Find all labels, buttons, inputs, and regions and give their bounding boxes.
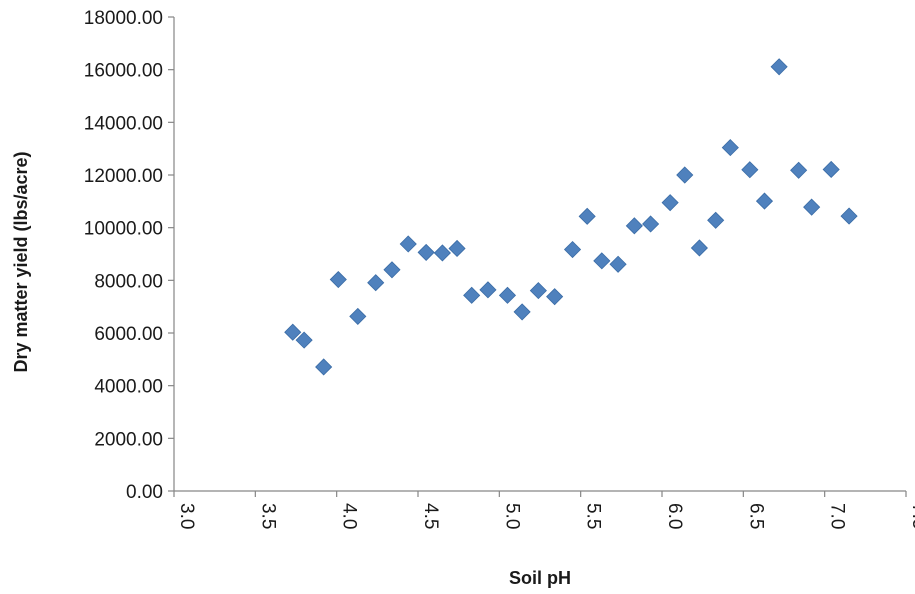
data-point	[690, 239, 708, 257]
x-tick-label: 4.5	[420, 503, 441, 529]
data-point	[498, 286, 517, 304]
data-point	[790, 161, 808, 179]
x-tick-label: 3.0	[176, 503, 197, 529]
y-tick-label: 8000.00	[94, 271, 163, 292]
data-point	[399, 235, 417, 253]
x-axis-title: Soil pH	[509, 568, 571, 588]
y-tick-label: 18000.00	[84, 8, 163, 29]
y-tick-label: 14000.00	[84, 113, 163, 134]
data-point	[383, 261, 401, 279]
data-point	[315, 358, 333, 376]
y-tick-label: 12000.00	[84, 166, 163, 187]
x-tick-label: 4.0	[339, 503, 360, 529]
data-point	[676, 166, 694, 184]
x-tick-label: 6.5	[745, 503, 766, 529]
data-point	[770, 58, 788, 76]
data-point	[625, 217, 643, 235]
data-point	[529, 282, 547, 300]
y-tick-label: 4000.00	[94, 377, 163, 398]
data-point	[661, 194, 679, 212]
data-point	[284, 323, 302, 341]
x-tick-label: 3.5	[257, 503, 278, 529]
x-tick-label: 5.0	[501, 503, 522, 529]
data-point	[803, 198, 821, 216]
y-tick-label: 2000.00	[94, 429, 163, 450]
data-point	[513, 303, 531, 321]
data-point	[707, 211, 725, 229]
data-point	[295, 331, 313, 349]
data-point	[822, 160, 840, 179]
y-tick-label: 16000.00	[84, 61, 163, 82]
data-point	[448, 239, 466, 258]
y-axis-title: Dry matter yield (lbs/acre)	[11, 151, 31, 372]
data-point	[578, 207, 596, 225]
data-point	[349, 307, 367, 325]
data-point	[329, 270, 347, 289]
data-point	[642, 215, 660, 233]
data-point	[417, 243, 435, 261]
data-point	[367, 274, 385, 292]
y-tick-label: 0.00	[126, 482, 163, 503]
data-point	[546, 288, 564, 306]
data-point	[721, 139, 739, 157]
data-point	[593, 252, 611, 270]
data-point	[563, 240, 582, 259]
data-point	[463, 286, 481, 304]
x-tick-label: 7.5	[908, 503, 915, 529]
y-tick-label: 10000.00	[84, 219, 163, 240]
x-tick-label: 7.0	[827, 503, 848, 529]
x-tick-label: 6.0	[664, 503, 685, 529]
data-point	[609, 255, 627, 273]
data-point	[741, 161, 759, 179]
data-point	[433, 244, 451, 262]
y-tick-label: 6000.00	[94, 324, 163, 345]
x-tick-label: 5.5	[583, 503, 604, 529]
data-point	[840, 207, 858, 225]
x-axis-ticks: 3.0 3.5 4.0 4.5 5.0 5.5 6.0 6.5 7.0 7.5	[173, 491, 915, 529]
y-axis-ticks: 0.00 2000.00 4000.00 6000.00 8000.00 10000.00…	[84, 8, 174, 503]
data-point	[479, 281, 497, 299]
data-points	[284, 58, 858, 376]
axes	[173, 17, 906, 492]
data-point	[755, 192, 774, 210]
